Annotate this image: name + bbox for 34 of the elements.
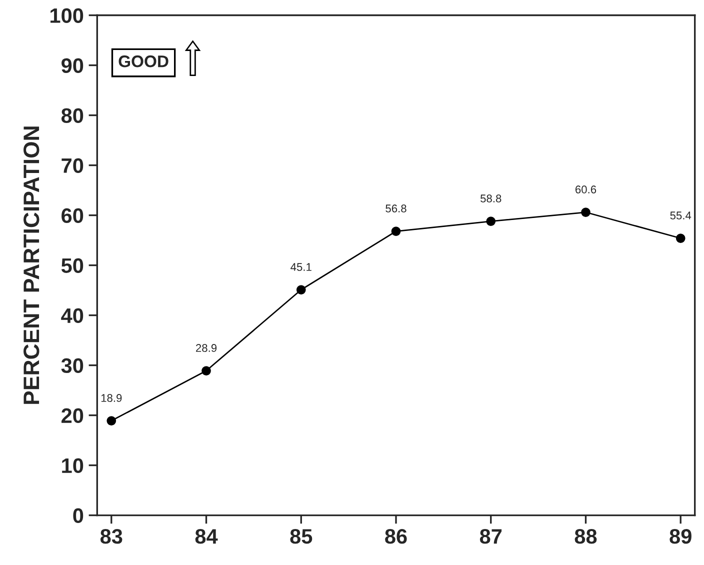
point bbox=[296, 285, 306, 294]
y-tick-label: 40 bbox=[61, 308, 84, 324]
x-tick-label: 89 bbox=[670, 529, 692, 544]
x-tick-label: 86 bbox=[385, 529, 407, 544]
y-tick-label: 80 bbox=[61, 108, 84, 124]
x-tick-label: 83 bbox=[100, 529, 122, 544]
y-tick-label: 60 bbox=[62, 208, 84, 224]
point bbox=[391, 226, 401, 236]
y-tick-label: 50 bbox=[61, 258, 84, 274]
x-tick-label: 87 bbox=[480, 529, 502, 544]
x-tick-label: 88 bbox=[574, 529, 597, 544]
y-tick-label: 100 bbox=[50, 8, 84, 24]
point bbox=[486, 216, 496, 226]
y-tick-label: 0 bbox=[73, 508, 84, 524]
y-tick-label: 30 bbox=[61, 358, 84, 374]
point bbox=[581, 208, 590, 217]
point bbox=[106, 416, 116, 426]
y-tick-label: 10 bbox=[62, 458, 84, 474]
annotation: GOOD bbox=[118, 55, 168, 68]
data-label: 18.9 bbox=[101, 394, 122, 402]
y-tick-label: 20 bbox=[62, 408, 84, 424]
x-tick-label: 85 bbox=[290, 529, 312, 544]
data-label: 60.6 bbox=[575, 186, 596, 194]
y-axis-title: PERCENT PARTICIPATION bbox=[24, 126, 40, 404]
data-label: 58.8 bbox=[480, 194, 502, 202]
data-label: 45.1 bbox=[290, 263, 312, 271]
point bbox=[202, 366, 211, 376]
point bbox=[676, 234, 686, 243]
y-tick-label: 90 bbox=[62, 58, 84, 74]
data-label: 56.8 bbox=[386, 204, 406, 212]
data-label: 55.4 bbox=[670, 212, 692, 220]
x-tick-label: 84 bbox=[195, 529, 218, 544]
y-tick-label: 70 bbox=[62, 158, 84, 174]
data-label: 28.9 bbox=[196, 344, 217, 352]
